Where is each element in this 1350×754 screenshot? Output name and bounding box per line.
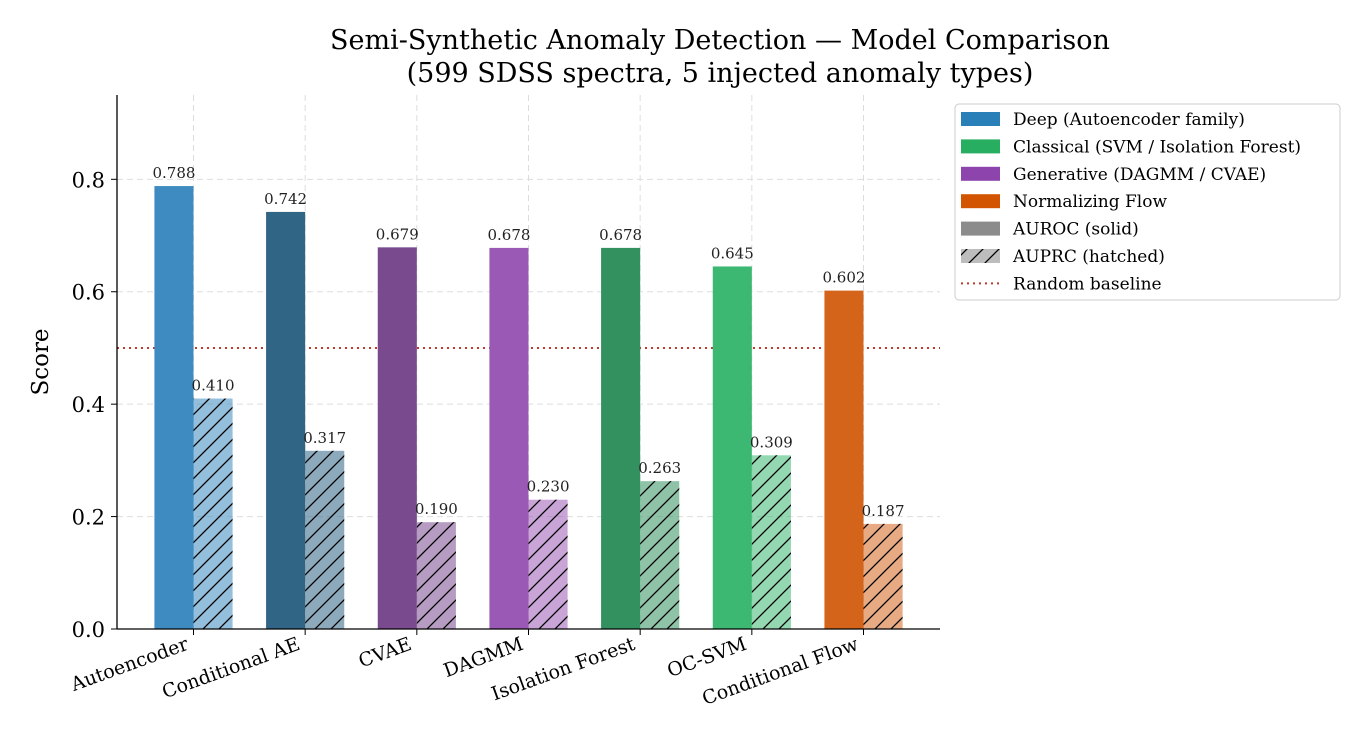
auroc-value-label: 0.645 <box>711 244 754 262</box>
auroc-bar <box>489 247 529 629</box>
legend-label: Classical (SVM / Isolation Forest) <box>1013 137 1301 157</box>
y-tick-label: 0.2 <box>72 506 105 530</box>
auroc-bar <box>154 186 194 630</box>
y-tick-label: 0.0 <box>72 618 105 642</box>
y-axis-label: Score <box>28 328 54 395</box>
y-tick-label: 0.4 <box>72 393 105 417</box>
legend-swatch <box>961 166 1000 181</box>
legend-label: Random baseline <box>1013 274 1162 294</box>
auprc-value-label: 0.309 <box>750 433 793 451</box>
auroc-bar <box>601 247 641 629</box>
legend-box <box>954 103 1341 301</box>
auprc-bar-hatch <box>863 523 903 629</box>
auprc-bar-hatch <box>640 481 680 629</box>
legend-swatch <box>961 139 1000 154</box>
y-tick-label: 0.8 <box>72 168 105 192</box>
auprc-bar-hatch <box>193 398 233 629</box>
legend-label: AUPRC (hatched) <box>1012 247 1165 267</box>
auroc-bar <box>266 211 306 629</box>
auprc-value-label: 0.263 <box>638 459 681 477</box>
legend-hatch-swatch <box>961 249 1000 263</box>
legend-swatch <box>961 112 1000 126</box>
auroc-bar <box>712 266 752 629</box>
auroc-bar <box>377 247 417 630</box>
chart-title: Semi-Synthetic Anomaly Detection — Model… <box>330 25 1110 56</box>
auroc-value-label: 0.788 <box>152 164 195 182</box>
auroc-value-label: 0.679 <box>376 225 419 243</box>
auroc-bar <box>824 290 864 629</box>
chart-subtitle: (599 SDSS spectra, 5 injected anomaly ty… <box>407 58 1034 89</box>
x-tick-label: CVAE <box>356 633 415 672</box>
auprc-value-label: 0.230 <box>527 478 570 496</box>
legend-swatch <box>961 194 1000 209</box>
auroc-value-label: 0.678 <box>487 226 530 244</box>
auprc-value-label: 0.410 <box>192 377 235 395</box>
auprc-bar-hatch <box>305 450 345 629</box>
auprc-bar-hatch <box>528 499 568 629</box>
legend-label: Generative (DAGMM / CVAE) <box>1013 165 1266 185</box>
auprc-value-label: 0.317 <box>303 429 346 447</box>
auroc-value-label: 0.742 <box>264 190 307 208</box>
auprc-bar-hatch <box>416 522 456 629</box>
legend-label: AUROC (solid) <box>1012 220 1139 240</box>
auprc-value-label: 0.190 <box>415 500 458 518</box>
auprc-bar-hatch <box>751 455 791 629</box>
auprc-value-label: 0.187 <box>862 502 905 520</box>
legend-label: Normalizing Flow <box>1013 192 1167 212</box>
auroc-value-label: 0.602 <box>822 269 865 287</box>
legend-label: Deep (Autoencoder family) <box>1013 110 1245 130</box>
auroc-value-label: 0.678 <box>599 226 642 244</box>
legend-swatch <box>961 221 1000 236</box>
y-tick-label: 0.6 <box>72 281 105 305</box>
